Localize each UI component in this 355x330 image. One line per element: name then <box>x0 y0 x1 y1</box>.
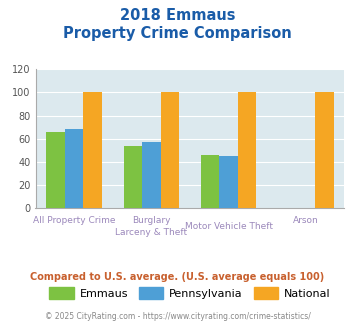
Bar <box>142 142 160 208</box>
Bar <box>46 132 65 208</box>
Bar <box>219 156 238 208</box>
Text: Larceny & Theft: Larceny & Theft <box>115 228 187 237</box>
Bar <box>160 92 179 208</box>
Bar <box>315 92 334 208</box>
Text: Burglary: Burglary <box>132 216 170 225</box>
Legend: Emmaus, Pennsylvania, National: Emmaus, Pennsylvania, National <box>45 283 335 303</box>
Text: All Property Crime: All Property Crime <box>33 216 115 225</box>
Bar <box>65 129 83 208</box>
Text: © 2025 CityRating.com - https://www.cityrating.com/crime-statistics/: © 2025 CityRating.com - https://www.city… <box>45 312 310 321</box>
Bar <box>201 155 219 208</box>
Bar <box>124 146 142 208</box>
Text: Property Crime Comparison: Property Crime Comparison <box>63 26 292 41</box>
Text: Compared to U.S. average. (U.S. average equals 100): Compared to U.S. average. (U.S. average … <box>31 272 324 282</box>
Bar <box>238 92 256 208</box>
Text: Motor Vehicle Theft: Motor Vehicle Theft <box>185 222 273 231</box>
Text: Arson: Arson <box>293 216 319 225</box>
Text: 2018 Emmaus: 2018 Emmaus <box>120 8 235 23</box>
Bar <box>83 92 102 208</box>
